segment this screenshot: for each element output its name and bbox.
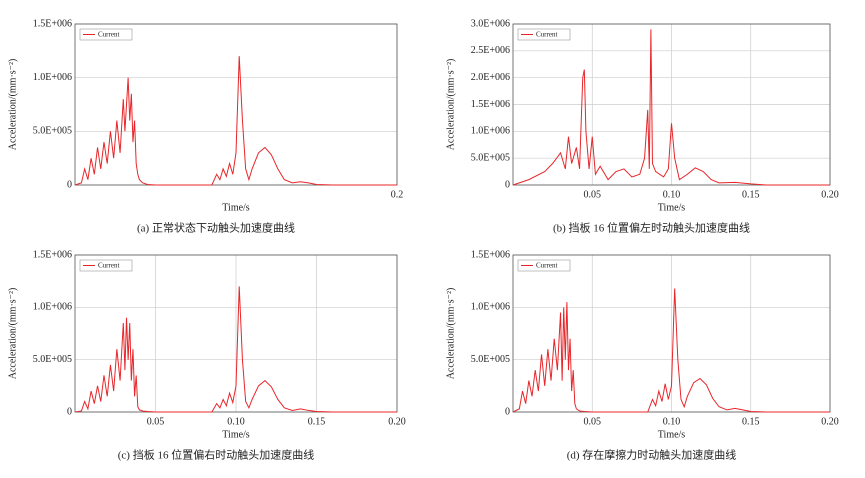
y-tick-label: 5.0E+005 bbox=[33, 126, 72, 137]
x-tick-label: 0.05 bbox=[147, 416, 165, 427]
y-tick-label: 1.5E+006 bbox=[33, 18, 72, 29]
y-tick-label: 0 bbox=[67, 406, 72, 417]
y-tick-label: 1.5E+006 bbox=[471, 99, 510, 110]
x-tick-label: 0.10 bbox=[227, 416, 245, 427]
y-tick-label: 1.5E+006 bbox=[33, 249, 72, 260]
y-tick-label: 2.5E+006 bbox=[471, 45, 510, 56]
plot-frame bbox=[512, 254, 831, 413]
y-axis-label: Acceleration/(mm·s⁻²) bbox=[445, 59, 456, 151]
y-tick-label: 0 bbox=[505, 406, 510, 417]
x-tick-label: 0.15 bbox=[742, 416, 760, 427]
legend-box bbox=[517, 28, 571, 41]
y-tick-label: 0 bbox=[505, 179, 510, 190]
y-tick-label: 1.0E+006 bbox=[33, 72, 72, 83]
y-tick-label: 1.0E+006 bbox=[471, 126, 510, 137]
y-axis-label: Acceleration/(mm·s⁻²) bbox=[7, 59, 18, 151]
caption: (d) 存在摩擦力时动触头加速度曲线 bbox=[567, 448, 737, 462]
x-tick-label: 0.20 bbox=[821, 189, 839, 200]
x-axis-label: Time/s bbox=[658, 202, 686, 213]
y-tick-label: 1.0E+006 bbox=[471, 302, 510, 313]
x-tick-label: 0.2 bbox=[391, 189, 404, 200]
plot-frame bbox=[74, 23, 398, 186]
y-tick-label: 5.0E+005 bbox=[471, 152, 510, 163]
data-line bbox=[74, 286, 397, 413]
plot-frame bbox=[512, 23, 831, 186]
legend-box bbox=[517, 259, 571, 272]
legend-label: Current bbox=[98, 262, 119, 270]
x-tick-label: 0.10 bbox=[663, 416, 681, 427]
data-line bbox=[512, 29, 830, 186]
caption: (c) 挡板 16 位置偏右时动触头加速度曲线 bbox=[118, 448, 314, 462]
legend-label: Current bbox=[98, 31, 119, 39]
x-tick-label: 0.10 bbox=[663, 189, 681, 200]
y-tick-label: 2.0E+006 bbox=[471, 72, 510, 83]
y-tick-label: 0 bbox=[67, 179, 72, 190]
y-tick-label: 5.0E+005 bbox=[33, 354, 72, 365]
data-line bbox=[512, 288, 830, 413]
legend-box bbox=[79, 259, 133, 272]
legend-label: Current bbox=[536, 31, 557, 39]
caption: (b) 挡板 16 位置偏左时动触头加速度曲线 bbox=[553, 221, 750, 235]
x-axis-label: Time/s bbox=[658, 429, 686, 440]
legend-box bbox=[79, 28, 133, 41]
x-tick-label: 0.15 bbox=[742, 189, 760, 200]
caption: (a) 正常状态下动触头加速度曲线 bbox=[137, 221, 295, 235]
y-tick-label: 5.0E+005 bbox=[471, 354, 510, 365]
x-tick-label: 0.05 bbox=[584, 189, 602, 200]
y-tick-label: 1.0E+006 bbox=[33, 302, 72, 313]
x-axis-label: Time/s bbox=[222, 202, 250, 213]
plot-frame bbox=[74, 254, 398, 413]
x-tick-label: 0.15 bbox=[308, 416, 326, 427]
x-tick-label: 0.05 bbox=[584, 416, 602, 427]
legend-label: Current bbox=[536, 262, 557, 270]
y-axis-label: Acceleration/(mm·s⁻²) bbox=[7, 288, 18, 380]
y-tick-label: 1.5E+006 bbox=[471, 249, 510, 260]
data-line bbox=[74, 56, 397, 186]
x-tick-label: 0.20 bbox=[388, 416, 406, 427]
y-tick-label: 3.0E+006 bbox=[471, 18, 510, 29]
x-axis-label: Time/s bbox=[222, 429, 250, 440]
x-tick-label: 0.20 bbox=[821, 416, 839, 427]
y-axis-label: Acceleration/(mm·s⁻²) bbox=[445, 288, 456, 380]
